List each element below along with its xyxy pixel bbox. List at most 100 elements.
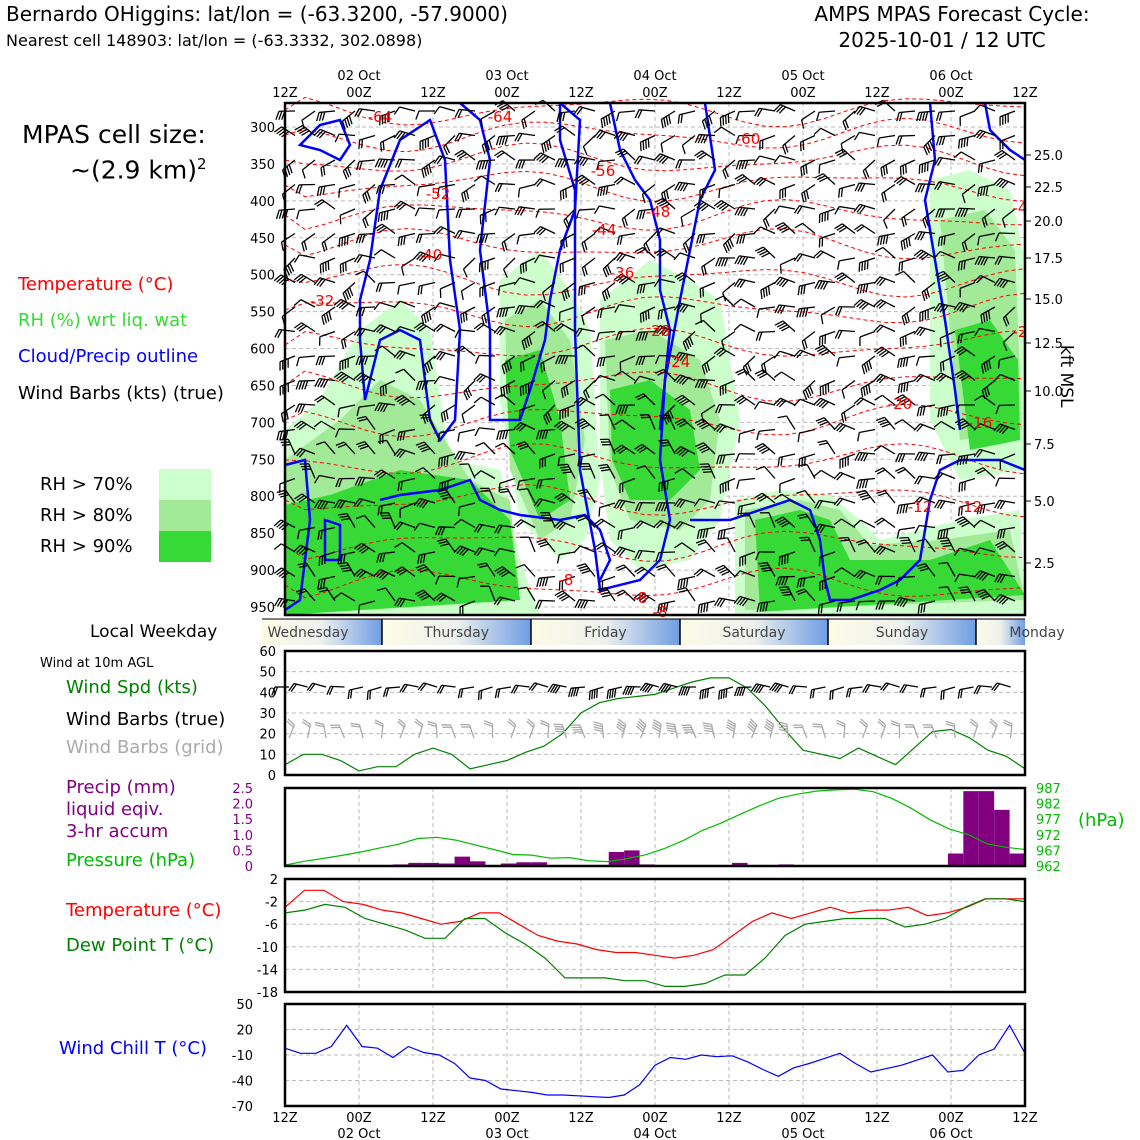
wind-barb-feather	[296, 275, 305, 282]
bottom-hour-label: 00Z	[346, 1111, 372, 1126]
wind-barb	[563, 208, 576, 229]
wind-barb-feather	[337, 555, 340, 565]
pressure-tick-label: 600	[250, 343, 275, 358]
wind-barb-feather	[938, 586, 948, 589]
wind-barb-staff	[319, 330, 336, 338]
wind-barb-feather	[922, 406, 926, 416]
wind-barb-feather	[957, 139, 961, 149]
wind-barb-feather	[734, 255, 740, 265]
wind-barb	[916, 404, 936, 417]
wind-barb-feather	[322, 578, 326, 588]
wind-barb	[333, 592, 356, 602]
wind-barb	[373, 469, 396, 480]
wind-barb-feather	[973, 448, 981, 457]
wind-barb-feather	[735, 368, 744, 374]
wind-barb-feather	[700, 603, 703, 613]
wind-barb-feather	[534, 320, 543, 327]
wind-barb-feather	[836, 357, 840, 367]
wind-barb-feather	[373, 324, 381, 332]
wind-barb-feather	[306, 682, 314, 691]
wind-barb	[958, 502, 976, 517]
wind-barb	[813, 469, 836, 480]
temperature-contour-label: -64	[368, 108, 393, 126]
wind-barb-feather	[776, 277, 784, 286]
wind-barb	[274, 328, 296, 339]
wind-barb-feather	[276, 127, 285, 135]
wind-barb-feather	[987, 310, 991, 320]
wind-barb-feather	[566, 288, 570, 298]
wind-barb-feather	[580, 599, 586, 609]
wind-barb	[422, 355, 436, 376]
wind-barb	[622, 685, 641, 696]
wind-barb-feather	[697, 604, 701, 614]
wind-barb-feather	[323, 314, 328, 324]
wind-barb	[818, 208, 836, 224]
wind-barb	[753, 176, 776, 187]
wind-barb-feather	[936, 373, 944, 381]
wind-barb	[394, 158, 416, 168]
wind-barb	[880, 682, 900, 692]
temperature-contour	[284, 96, 1026, 128]
wind-barb-feather	[496, 326, 504, 335]
wind-barb-feather	[933, 421, 942, 428]
wind-barb-feather	[621, 278, 630, 285]
pressure-tick-label: 800	[250, 490, 275, 505]
wind-barb	[779, 257, 796, 274]
wind-barb-feather	[954, 346, 963, 353]
kft-tick-label: 25.0	[1034, 149, 1063, 164]
wind-barb-feather	[348, 115, 353, 125]
wind-barb	[316, 110, 336, 122]
wind-barb-feather	[990, 718, 998, 726]
wind-barb-feather	[993, 683, 1001, 692]
wind-barb-feather	[678, 448, 687, 456]
wind-barb-feather	[878, 375, 887, 384]
wind-barb-feather	[606, 288, 611, 298]
wind-barb-feather	[842, 121, 847, 131]
wind-barb-staff	[382, 345, 396, 357]
wind-barb	[773, 493, 796, 504]
wind-barb-feather	[697, 134, 703, 144]
wind-barb-feather	[704, 729, 714, 733]
wind-barb-feather	[678, 376, 686, 385]
wind-barb-feather	[954, 573, 960, 583]
wind-barb-feather	[361, 307, 366, 317]
wind-barb-feather	[733, 278, 740, 287]
wind-barb-staff	[488, 585, 496, 602]
pressure-tick-label: 967	[1036, 844, 1061, 859]
wind-barb	[913, 326, 936, 337]
weekday-band	[382, 619, 531, 645]
wind-barb-feather	[961, 304, 969, 313]
wind-barb	[997, 355, 1016, 369]
wind-barb-staff	[542, 281, 556, 294]
wind-barb-feather	[593, 518, 602, 526]
wind-barb	[473, 523, 496, 533]
wind-barb	[820, 306, 836, 325]
wind-barb-feather	[721, 204, 730, 212]
wind-barb	[754, 442, 776, 455]
wind-barb-feather	[457, 506, 461, 517]
wind-barb-feather	[744, 364, 750, 374]
wind-barb-feather	[665, 722, 675, 725]
wind-barb-feather	[736, 596, 743, 605]
pressure-tick-label: 300	[250, 121, 275, 136]
wind-barb-feather	[526, 720, 535, 728]
wind-barb	[439, 281, 456, 298]
wind-barb-feather	[333, 371, 342, 378]
wind-barb	[473, 322, 496, 333]
wind-barb	[773, 371, 796, 382]
wind-barb	[575, 208, 596, 219]
wind-barb-feather	[974, 328, 980, 337]
wind-barb-feather	[995, 477, 1000, 487]
wind-barb-staff	[502, 442, 516, 455]
wind-barb-feather	[501, 307, 506, 318]
wind-barb	[658, 439, 676, 455]
windchill-panel-label: Wind Chill T (°C)	[59, 1038, 207, 1059]
wind-barb	[881, 183, 896, 203]
wind-barb-feather	[536, 179, 544, 187]
wind-barb-feather	[876, 374, 884, 383]
wind-barb-feather	[341, 237, 344, 247]
wind-barb	[734, 686, 752, 697]
pressure-unit-label: (hPa)	[1078, 810, 1125, 831]
temperature-tick-label: -2	[265, 896, 278, 911]
